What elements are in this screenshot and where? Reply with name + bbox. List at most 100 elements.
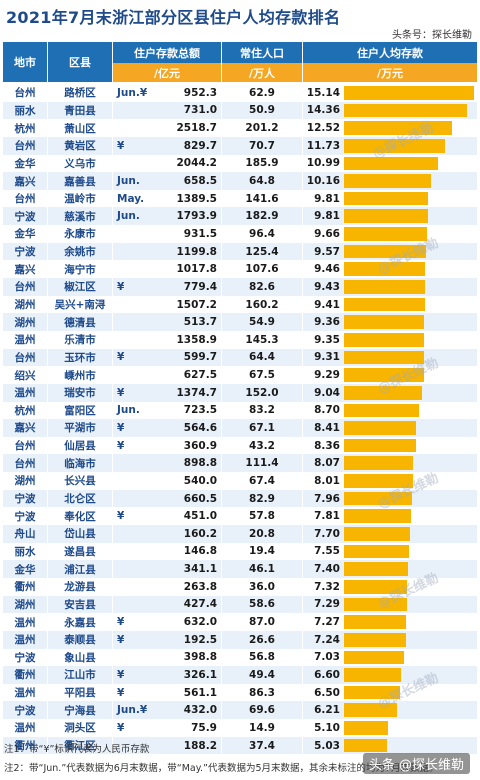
data-mark-label: May. bbox=[117, 192, 145, 205]
city-cell: 温州 bbox=[3, 630, 47, 649]
table-row: 舟山 岱山县 160.2 20.8 7.70 bbox=[3, 525, 477, 543]
county-cell: 温岭市 bbox=[64, 193, 96, 206]
notes: 注1：带“¥”标识代表为人民币存款 注2：带“Jun.”代表数据为6月末数据，带… bbox=[4, 740, 439, 778]
city-cell: 温州 bbox=[3, 383, 47, 402]
per-capita-cell: 9.57 bbox=[303, 242, 477, 261]
header-population-unit: /万人 bbox=[222, 63, 302, 82]
per-capita-value: 8.36 bbox=[314, 439, 340, 452]
per-capita-bar bbox=[344, 650, 405, 665]
per-capita-bar bbox=[344, 721, 388, 735]
per-capita-bar bbox=[344, 227, 427, 241]
city-cell: 湖州 bbox=[14, 475, 36, 488]
chart-title: 2021年7月末浙江部分区县住户人均存款排名 bbox=[6, 8, 341, 27]
per-capita-cell: 9.41 bbox=[303, 296, 477, 314]
table-row: 湖州 德清县 513.7 54.9 9.36 bbox=[3, 313, 477, 331]
deposit-value: 564.6 bbox=[183, 421, 217, 434]
population-cell: 107.6 bbox=[245, 263, 279, 276]
per-capita-cell: 9.04 bbox=[303, 383, 477, 402]
county-cell: 乐清市 bbox=[64, 334, 96, 347]
deposit-value: 427.4 bbox=[183, 598, 217, 611]
per-capita-bar bbox=[344, 509, 412, 524]
county-cell: 德清县 bbox=[48, 313, 112, 331]
deposit-cell: 731.0 bbox=[113, 101, 221, 120]
population-cell: 64.4 bbox=[222, 348, 302, 367]
population-cell: 37.4 bbox=[222, 736, 302, 755]
county-cell: 安吉县 bbox=[48, 595, 112, 614]
deposit-value: 2044.2 bbox=[176, 157, 217, 170]
per-capita-cell: 9.31 bbox=[303, 348, 477, 367]
deposit-value: 632.0 bbox=[183, 616, 217, 629]
county-cell: 吴兴+南浔 bbox=[54, 299, 106, 311]
city-cell: 金华 bbox=[3, 560, 47, 578]
per-capita-cell: 7.32 bbox=[303, 578, 477, 596]
per-capita-cell: 8.41 bbox=[303, 419, 477, 437]
city-cell: 台州 bbox=[3, 278, 47, 296]
per-capita-cell: 6.50 bbox=[303, 684, 477, 702]
per-capita-value: 7.03 bbox=[314, 651, 340, 664]
table-row: 湖州 吴兴+南浔 1507.2 160.2 9.41 bbox=[3, 296, 477, 314]
deposit-value: 599.7 bbox=[183, 351, 217, 364]
per-capita-value: 14.36 bbox=[306, 104, 340, 117]
per-capita-value: 11.73 bbox=[306, 139, 340, 152]
per-capita-bar bbox=[344, 156, 439, 171]
population-cell: 64.8 bbox=[222, 172, 302, 190]
population-cell: 182.9 bbox=[222, 207, 302, 226]
deposit-cell: Jun. 723.5 bbox=[113, 402, 221, 420]
per-capita-value: 7.27 bbox=[314, 616, 340, 629]
population-cell: 50.9 bbox=[222, 101, 302, 120]
per-capita-value: 7.96 bbox=[314, 492, 340, 505]
per-capita-bar bbox=[344, 403, 419, 418]
table-row: 宁波 象山县 398.8 56.8 7.03 bbox=[3, 649, 477, 667]
per-capita-bar bbox=[344, 615, 407, 629]
per-capita-value: 9.04 bbox=[314, 386, 340, 399]
data-mark-label: ¥ bbox=[117, 616, 125, 629]
deposit-cell: ¥564.6 bbox=[113, 419, 221, 437]
per-capita-cell: 8.01 bbox=[303, 472, 477, 490]
deposit-value: 326.1 bbox=[183, 668, 217, 681]
population-cell: 58.6 bbox=[222, 595, 302, 614]
per-capita-bar bbox=[344, 315, 425, 329]
county-cell: 嘉善县 bbox=[48, 172, 112, 190]
county-cell: 玉环市 bbox=[48, 348, 112, 367]
table-row: 湖州 安吉县 427.4 58.6 7.29 bbox=[3, 595, 477, 614]
per-capita-cell: 9.35 bbox=[303, 331, 477, 349]
per-capita-bar bbox=[344, 527, 411, 541]
city-cell: 嘉兴 bbox=[3, 419, 47, 437]
county-cell: 仙居县 bbox=[64, 440, 96, 453]
deposit-cell: 513.7 bbox=[113, 313, 221, 331]
population-cell: 145.3 bbox=[245, 333, 279, 346]
per-capita-cell: 7.27 bbox=[303, 613, 477, 631]
per-capita-value: 9.29 bbox=[314, 369, 340, 382]
per-capita-cell: 9.36 bbox=[303, 313, 477, 331]
per-capita-bar bbox=[344, 385, 422, 400]
per-capita-bar bbox=[344, 438, 416, 453]
population-cell: 46.1 bbox=[222, 560, 302, 578]
header-per-capita-unit: /万元 bbox=[303, 63, 477, 82]
per-capita-value: 9.66 bbox=[314, 227, 340, 240]
deposit-cell: 627.5 bbox=[113, 366, 221, 384]
per-capita-value: 10.16 bbox=[306, 175, 340, 188]
population-cell: 20.8 bbox=[222, 525, 302, 543]
header-county: 区县 bbox=[48, 42, 112, 82]
deposit-cell: ¥360.9 bbox=[113, 437, 221, 455]
table-row: 嘉兴 海宁市 1017.8 107.6 9.46 bbox=[3, 260, 477, 278]
deposit-cell: 341.1 bbox=[113, 560, 221, 578]
population-cell: 67.5 bbox=[249, 369, 275, 382]
county-cell: 龙游县 bbox=[64, 581, 96, 594]
per-capita-bar bbox=[344, 297, 425, 312]
per-capita-value: 8.01 bbox=[314, 474, 340, 487]
county-cell: 永嘉县 bbox=[64, 616, 96, 629]
population-cell: 67.4 bbox=[249, 474, 275, 487]
county-cell: 长兴县 bbox=[64, 475, 96, 488]
table-row: 台州 路桥区 Jun.¥ 952.3 62.9 15.14 bbox=[3, 84, 477, 102]
population-cell: 82.9 bbox=[222, 489, 302, 508]
deposit-value: 658.5 bbox=[183, 175, 217, 188]
table-row: 衢州 龙游县 263.8 36.0 7.32 bbox=[3, 578, 477, 596]
header-deposit: 住户存款总额 bbox=[113, 42, 221, 63]
deposit-value: 1793.9 bbox=[176, 210, 217, 223]
deposit-cell: Jun.¥ 952.3 bbox=[113, 84, 221, 102]
deposit-cell: 1017.8 bbox=[113, 260, 221, 278]
per-capita-cell: 9.29 bbox=[303, 366, 477, 384]
per-capita-value: 9.36 bbox=[314, 316, 340, 329]
deposit-value: 779.4 bbox=[183, 280, 217, 293]
